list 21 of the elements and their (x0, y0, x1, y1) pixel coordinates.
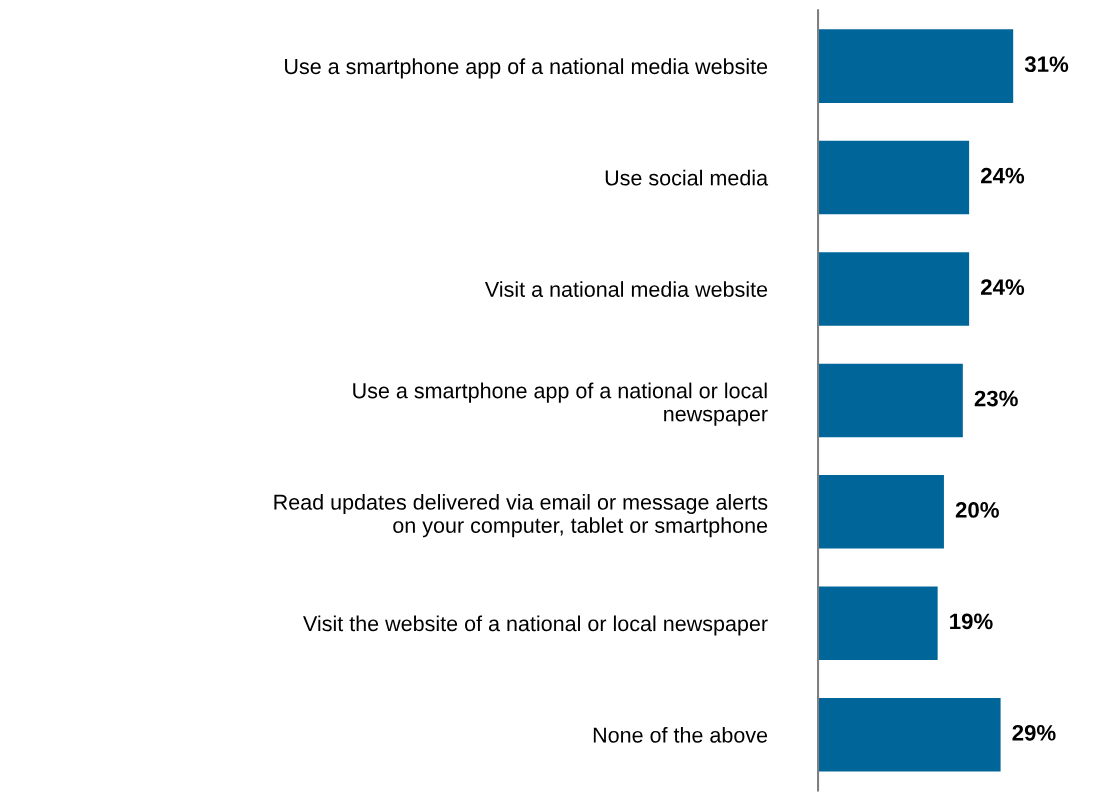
y-tick-label: Read updates delivered via email or message alerts on your computer, tablet or smartphone (274, 493, 768, 538)
bar (818, 697, 1001, 772)
data-label: 24% (981, 167, 1025, 184)
data-label: 19% (950, 613, 993, 630)
bar (818, 475, 944, 549)
bar (818, 586, 938, 661)
data-label: 23% (974, 390, 1018, 407)
data-label: 24% (981, 279, 1025, 295)
data-label: 20% (955, 502, 999, 518)
bar (818, 29, 1014, 103)
y-tick-label: Visit a national media website (484, 281, 768, 297)
y-tick-label: None of the above (593, 726, 768, 743)
bar (818, 363, 963, 438)
bar (818, 252, 970, 326)
y-tick-label: Use a smartphone app of a national or local newspaper (353, 382, 768, 426)
data-label: 31% (1024, 56, 1069, 73)
y-tick-label: Use social media (605, 169, 769, 186)
y-tick-label: Visit the website of a national or local newspaper (303, 615, 768, 636)
data-label: 29% (1012, 724, 1056, 741)
y-tick-label: Use a smartphone app of a national media website (285, 58, 768, 79)
bar (818, 140, 970, 215)
